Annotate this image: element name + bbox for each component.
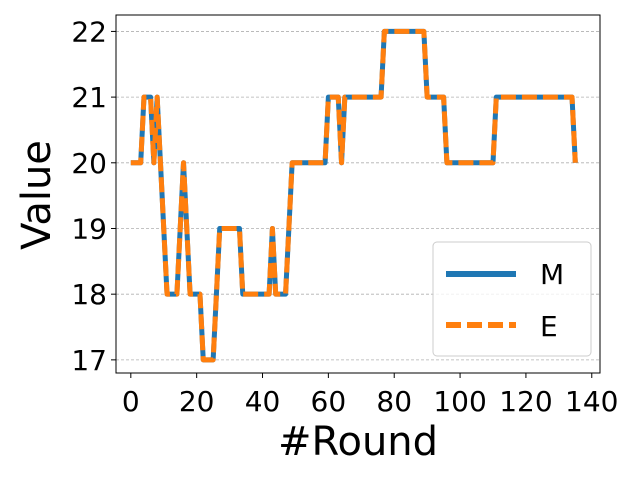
x-tick-label: 0 [122, 385, 140, 418]
x-tick-label: 20 [179, 385, 215, 418]
x-tick-label: 120 [499, 385, 552, 418]
y-tick-label: 19 [71, 212, 107, 245]
x-tick-label: 140 [565, 385, 618, 418]
x-tick-label: 60 [311, 385, 347, 418]
x-tick-label: 80 [376, 385, 412, 418]
x-axis-ticks: 0 20 40 60 80 100 120 140 [122, 373, 618, 418]
y-tick-label: 22 [71, 15, 107, 48]
series-lines [130, 28, 578, 363]
x-tick-label: 40 [245, 385, 281, 418]
y-axis-label: Value [14, 140, 60, 250]
x-axis-label: #Round [278, 419, 438, 465]
y-axis-ticks: 17 18 19 20 21 22 [71, 15, 116, 377]
y-tick-label: 20 [71, 147, 107, 180]
series-line-e [130, 28, 578, 363]
legend-box [432, 241, 592, 357]
legend-label-e: E [540, 310, 558, 343]
legend: M E [432, 241, 592, 357]
plot-frame [115, 14, 601, 374]
legend-label-m: M [540, 258, 564, 291]
x-tick-label: 100 [433, 385, 486, 418]
y-tick-label: 21 [71, 81, 107, 114]
y-tick-label: 18 [71, 278, 107, 311]
y-tick-label: 17 [71, 344, 107, 377]
